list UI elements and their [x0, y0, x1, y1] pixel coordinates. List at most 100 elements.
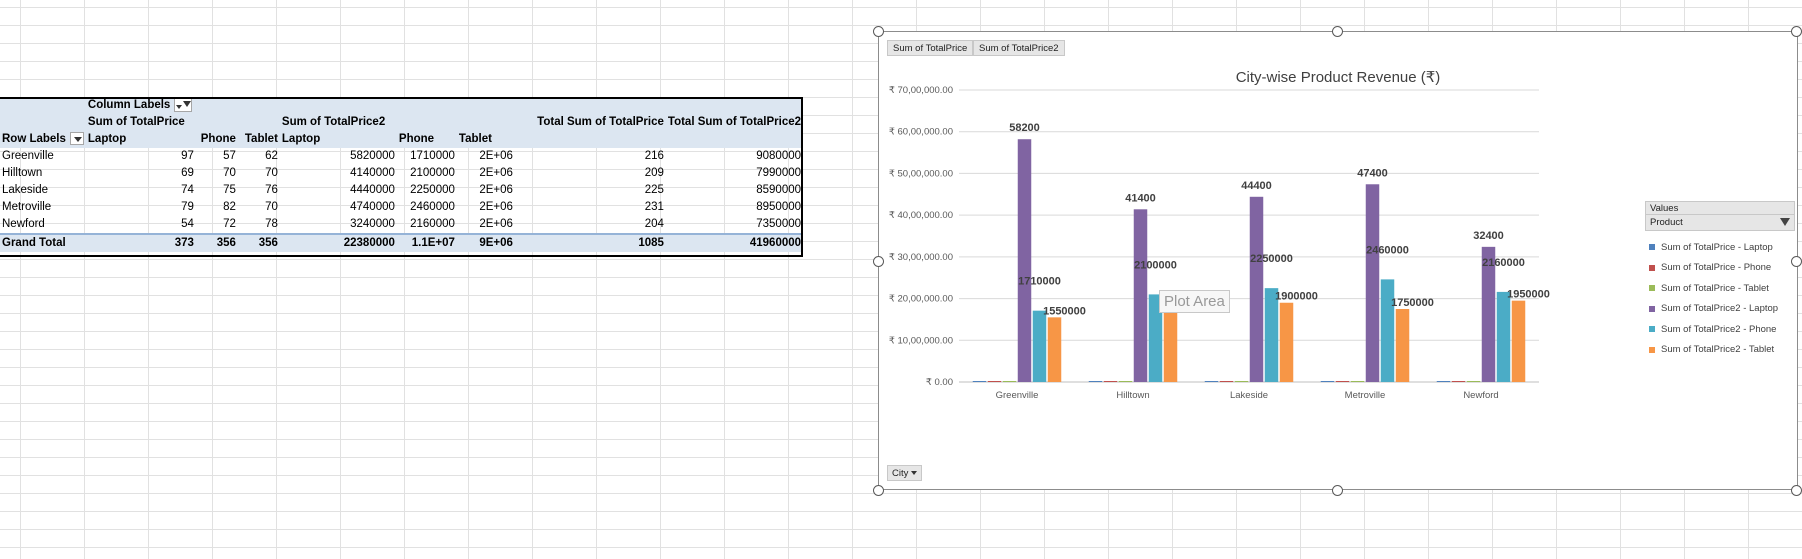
bar	[987, 381, 1002, 382]
field-button-sum-price2[interactable]: Sum of TotalPrice2	[973, 40, 1065, 56]
gt-cell[interactable]: 356	[195, 233, 238, 252]
gt-cell[interactable]: 356	[237, 233, 280, 252]
value-cell[interactable]: 2160000	[410, 218, 455, 230]
resize-handle-bl[interactable]	[873, 485, 884, 496]
gt-cell[interactable]: 1.1E+07	[396, 233, 457, 252]
value-cell[interactable]: 82	[223, 201, 236, 213]
gt-cell[interactable]: 373	[85, 233, 196, 252]
gt-cell[interactable]: 1085	[514, 233, 666, 252]
resize-handle-tc[interactable]	[1332, 26, 1343, 37]
value-cell[interactable]: 225	[644, 184, 664, 196]
legend-item[interactable]: Sum of TotalPrice2 - Phone	[1645, 319, 1795, 340]
total-sum-price2-header[interactable]: Total Sum of TotalPrice2	[665, 114, 804, 131]
product-header-tablet[interactable]: Tablet	[237, 131, 280, 148]
value-cell[interactable]: 70	[223, 167, 236, 179]
value-cell[interactable]: 97	[181, 150, 194, 162]
value-cell[interactable]: 8950000	[756, 201, 802, 213]
value-cell[interactable]: 54	[181, 218, 194, 230]
grand-total-label[interactable]: Grand Total	[0, 233, 86, 252]
legend-product-field[interactable]: Product	[1645, 215, 1795, 231]
resize-handle-ml[interactable]	[873, 256, 884, 267]
value-cell[interactable]: 72	[223, 218, 236, 230]
value-cell[interactable]: 2250000	[410, 184, 455, 196]
legend-item[interactable]: Sum of TotalPrice - Phone	[1645, 258, 1795, 279]
value-cell[interactable]: 62	[265, 150, 278, 162]
row-label-cell[interactable]: Greenville	[2, 150, 54, 162]
value-cell[interactable]: 2E+06	[479, 201, 513, 213]
value-cell[interactable]: 70	[265, 201, 278, 213]
legend-list: Sum of TotalPrice - Laptop Sum of TotalPr…	[1645, 237, 1795, 360]
value-cell[interactable]: 2E+06	[479, 167, 513, 179]
bar	[1032, 310, 1047, 382]
value-cell[interactable]: 2E+06	[479, 218, 513, 230]
row-label-cell[interactable]: Hilltown	[2, 167, 43, 179]
value-cell[interactable]: 76	[265, 184, 278, 196]
column-labels-cell[interactable]: Column Labels	[85, 97, 804, 114]
row-label-cell[interactable]: Lakeside	[2, 184, 49, 196]
total-sum-price-header[interactable]: Total Sum of TotalPrice	[514, 114, 666, 131]
legend-item[interactable]: Sum of TotalPrice - Laptop	[1645, 237, 1795, 258]
row-label-cell[interactable]: Metroville	[2, 201, 52, 213]
value-cell[interactable]: 79	[181, 201, 194, 213]
bar	[1219, 381, 1234, 382]
value-cell[interactable]: 57	[223, 150, 236, 162]
value-cell[interactable]: 7350000	[756, 218, 802, 230]
bar	[1320, 381, 1335, 382]
pivot-chart[interactable]: Sum of TotalPrice Sum of TotalPrice2 Cit…	[878, 31, 1798, 490]
value-cell[interactable]: 78	[265, 218, 278, 230]
value-cell[interactable]: 3240000	[350, 218, 395, 230]
sum-price-header[interactable]: Sum of TotalPrice	[85, 114, 280, 131]
value-cell[interactable]: 1710000	[410, 150, 455, 162]
legend-item-label: Sum of TotalPrice2 - Tablet	[1661, 344, 1775, 356]
value-cell[interactable]: 2E+06	[479, 150, 513, 162]
value-cell[interactable]: 70	[265, 167, 278, 179]
value-cell[interactable]: 9080000	[756, 150, 802, 162]
product2-header-laptop[interactable]: Laptop	[279, 131, 397, 148]
resize-handle-bc[interactable]	[1332, 485, 1343, 496]
value-cell[interactable]: 204	[644, 218, 664, 230]
resize-handle-mr[interactable]	[1791, 256, 1802, 267]
value-cell[interactable]: 4740000	[350, 201, 395, 213]
value-cell[interactable]: 2460000	[410, 201, 455, 213]
gt-cell[interactable]: 41960000	[665, 233, 804, 252]
y-tick-label: ₹ 30,00,000.00	[889, 252, 953, 263]
product2-header-phone[interactable]: Phone	[396, 131, 457, 148]
gt-cell[interactable]: 22380000	[279, 233, 397, 252]
value-cell[interactable]: 209	[644, 167, 664, 179]
value-cell[interactable]: 5820000	[350, 150, 395, 162]
value-cell[interactable]: 2100000	[410, 167, 455, 179]
value-cell[interactable]: 216	[644, 150, 664, 162]
value-cell[interactable]: 75	[223, 184, 236, 196]
product-header-laptop[interactable]: Laptop	[85, 131, 196, 148]
row-labels-cell[interactable]: Row Labels	[0, 131, 86, 148]
value-cell[interactable]: 4440000	[350, 184, 395, 196]
value-cell[interactable]: 74	[181, 184, 194, 196]
resize-handle-br[interactable]	[1791, 485, 1802, 496]
legend-item[interactable]: Sum of TotalPrice - Tablet	[1645, 278, 1795, 299]
value-cell[interactable]: 2E+06	[479, 184, 513, 196]
plot-area[interactable]: ₹ 0.00 ₹ 10,00,000.00 ₹ 20,00,000.00 ₹ 30,0…	[879, 32, 1797, 489]
row-filter-dropdown-icon[interactable]	[69, 132, 84, 146]
sum-price2-header[interactable]: Sum of TotalPrice2	[279, 114, 515, 131]
chart-title[interactable]: City-wise Product Revenue (₹)	[1235, 69, 1441, 86]
product-header-phone[interactable]: Phone	[195, 131, 238, 148]
bar	[1466, 381, 1481, 382]
value-cell[interactable]: 7990000	[756, 167, 802, 179]
resize-handle-tr[interactable]	[1791, 26, 1802, 37]
legend-item[interactable]: Sum of TotalPrice2 - Laptop	[1645, 299, 1795, 320]
product-filter-icon[interactable]	[1780, 218, 1790, 226]
value-cell[interactable]: 69	[181, 167, 194, 179]
value-cell[interactable]: 4140000	[350, 167, 395, 179]
bar	[1511, 300, 1526, 382]
column-filter-icon[interactable]	[174, 97, 193, 112]
row-label-cell[interactable]: Newford	[2, 218, 45, 230]
value-cell[interactable]: 8590000	[756, 184, 802, 196]
field-button-sum-price[interactable]: Sum of TotalPrice	[887, 40, 974, 56]
gt-cell[interactable]: 9E+06	[456, 233, 515, 252]
resize-handle-tl[interactable]	[873, 26, 884, 37]
product2-header-tablet[interactable]: Tablet	[456, 131, 515, 148]
chart-legend[interactable]: Values Product Sum of TotalPrice - Lapto…	[1645, 201, 1795, 360]
value-cell[interactable]: 231	[644, 201, 664, 213]
legend-item[interactable]: Sum of TotalPrice2 - Tablet	[1645, 340, 1795, 361]
city-field-button[interactable]: City	[887, 465, 923, 481]
